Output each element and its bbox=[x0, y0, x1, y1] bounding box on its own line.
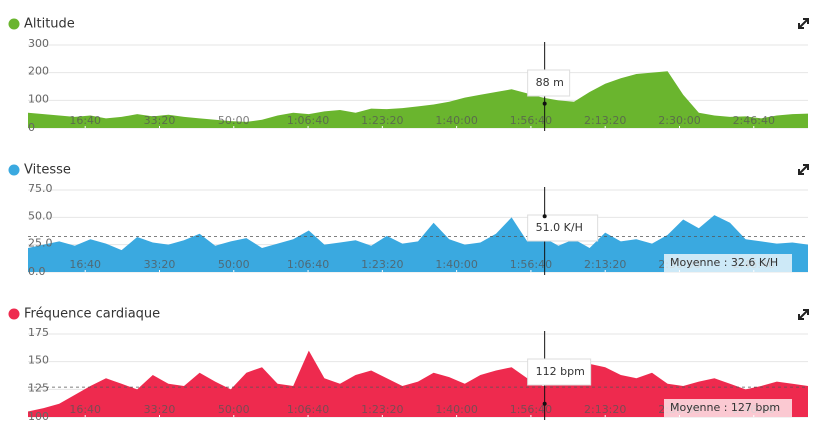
chart-title: Fréquence cardiaque bbox=[24, 307, 160, 322]
x-tick-label: 1:23:20 bbox=[361, 403, 403, 416]
tooltip-label: 112 bpm bbox=[536, 365, 585, 378]
tooltip-box bbox=[527, 214, 599, 242]
x-tick-label: 2:13:20 bbox=[584, 114, 626, 127]
average-label: Moyenne : 32.6 K/H bbox=[670, 256, 778, 269]
x-tick-label: 1:23:20 bbox=[361, 114, 403, 127]
chart-title: Vitesse bbox=[24, 163, 71, 178]
average-box bbox=[664, 399, 792, 417]
tooltip-box bbox=[527, 358, 592, 386]
chart-title: Altitude bbox=[24, 17, 75, 32]
x-tick-label: 1:56:40 bbox=[510, 258, 552, 271]
y-tick-label: 0 bbox=[28, 121, 35, 134]
x-tick-label: 2:13:20 bbox=[584, 258, 626, 271]
x-tick-label: 2:46:40 bbox=[733, 114, 775, 127]
x-tick-label: 50:00 bbox=[218, 403, 250, 416]
y-tick-label: 300 bbox=[28, 37, 49, 50]
tooltip-label: 88 m bbox=[536, 76, 564, 89]
x-tick-label: 1:40:00 bbox=[435, 114, 477, 127]
x-tick-label: 1:56:40 bbox=[510, 114, 552, 127]
x-tick-label: 1:06:40 bbox=[287, 114, 329, 127]
y-tick-label: 25.0 bbox=[28, 237, 53, 250]
y-tick-label: 200 bbox=[28, 65, 49, 78]
area bbox=[28, 215, 808, 272]
x-tick-label: 2:30:00 bbox=[658, 114, 700, 127]
x-tick-label: 16:40 bbox=[69, 403, 101, 416]
average-box bbox=[664, 254, 792, 272]
legend-dot bbox=[8, 308, 20, 320]
x-tick-label: 1:23:20 bbox=[361, 258, 403, 271]
legend-dot bbox=[8, 164, 20, 176]
x-tick-label: 16:40 bbox=[69, 258, 101, 271]
tooltip-label: 51.0 K/H bbox=[536, 221, 583, 234]
x-tick-label: 33:20 bbox=[144, 114, 176, 127]
area bbox=[28, 71, 808, 128]
expand-icon[interactable] bbox=[798, 18, 809, 320]
x-tick-label: 33:20 bbox=[144, 258, 176, 271]
y-tick-label: 75.0 bbox=[28, 182, 53, 195]
x-tick-label: 16:40 bbox=[69, 114, 101, 127]
y-tick-label: 100 bbox=[28, 92, 49, 105]
x-tick-label: 1:56:40 bbox=[510, 403, 552, 416]
x-tick-label: 50:00 bbox=[218, 258, 250, 271]
y-tick-label: 0.0 bbox=[28, 265, 46, 278]
x-tick-label: 1:40:00 bbox=[435, 403, 477, 416]
y-tick-label: 150 bbox=[28, 354, 49, 367]
tooltip-point bbox=[542, 401, 547, 406]
tooltip-point bbox=[542, 101, 547, 106]
x-tick-label: 1:06:40 bbox=[287, 403, 329, 416]
y-tick-label: 125 bbox=[28, 381, 49, 394]
x-tick-label: 33:20 bbox=[144, 403, 176, 416]
tooltip-box bbox=[527, 69, 571, 97]
y-tick-label: 100 bbox=[28, 410, 49, 423]
legend-dot bbox=[8, 18, 20, 30]
x-tick-label: 2:13:20 bbox=[584, 403, 626, 416]
x-tick-label: 1:06:40 bbox=[287, 258, 329, 271]
x-tick-label: 50:00 bbox=[218, 114, 250, 127]
area bbox=[28, 350, 808, 417]
average-label: Moyenne : 127 bpm bbox=[670, 401, 780, 414]
y-tick-label: 50.0 bbox=[28, 209, 53, 222]
y-tick-label: 175 bbox=[28, 326, 49, 339]
tooltip-point bbox=[542, 214, 547, 219]
x-tick-label: 1:40:00 bbox=[435, 258, 477, 271]
